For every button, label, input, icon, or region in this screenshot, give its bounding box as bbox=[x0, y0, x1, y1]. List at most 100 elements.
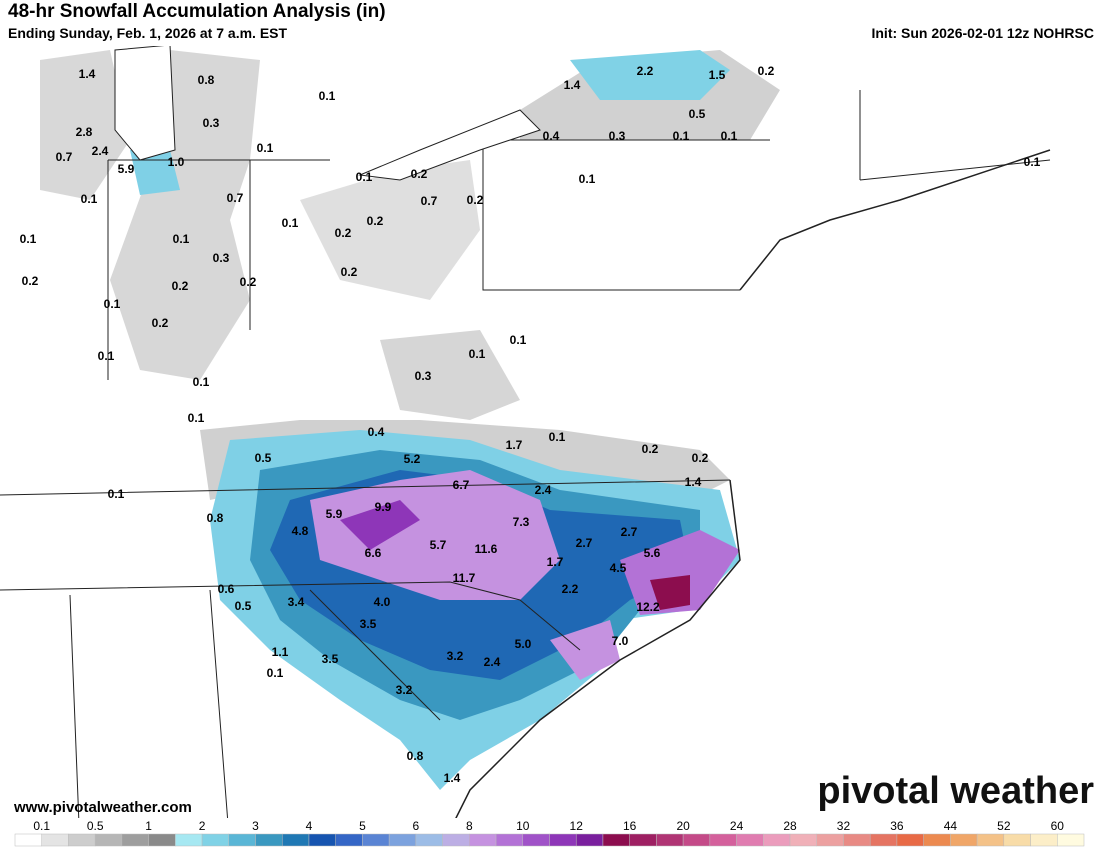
snowfall-label: 5.9 bbox=[326, 507, 343, 521]
snowfall-label: 0.1 bbox=[319, 89, 336, 103]
snowfall-label: 0.3 bbox=[203, 116, 220, 130]
colorbar-cell bbox=[94, 833, 123, 847]
snowfall-label: 0.1 bbox=[20, 232, 37, 246]
init-time: Init: Sun 2026-02-01 12z NOHRSC bbox=[871, 25, 1094, 41]
colorbar-cell bbox=[843, 833, 871, 847]
snowfall-label: 4.5 bbox=[610, 561, 627, 575]
colorbar-cell bbox=[869, 833, 898, 847]
snowfall-label: 0.8 bbox=[198, 73, 215, 87]
colorbar-cell bbox=[896, 833, 924, 847]
colorbar-cell bbox=[388, 833, 417, 847]
snowfall-label: 0.2 bbox=[22, 274, 39, 288]
colorbar-label: 0.1 bbox=[33, 819, 50, 833]
colorbar-label: 12 bbox=[570, 819, 584, 833]
colorbar-label: 10 bbox=[516, 819, 530, 833]
header-band bbox=[0, 0, 1100, 46]
colorbar-cell bbox=[656, 833, 684, 847]
snowfall-label: 0.1 bbox=[673, 129, 690, 143]
colorbar: 0.1 0.5 1 2 3 4 5 6 8 10 12 16 20 24 28 32 36 44 52 60 bbox=[0, 818, 1100, 850]
snowfall-label: 1.4 bbox=[444, 771, 461, 785]
colorbar-cell bbox=[736, 833, 764, 847]
colorbar-cell bbox=[495, 833, 524, 847]
colorbar-cell bbox=[522, 833, 550, 847]
snowfall-label: 1.4 bbox=[79, 67, 96, 81]
snowfall-label: 3.5 bbox=[360, 617, 377, 631]
colorbar-label: 36 bbox=[890, 819, 904, 833]
colorbar-label: 1 bbox=[145, 819, 152, 833]
snowfall-label: 0.2 bbox=[240, 275, 257, 289]
snowfall-label: 2.7 bbox=[621, 525, 638, 539]
snowfall-label: 1.4 bbox=[564, 78, 581, 92]
snowfall-label: 0.3 bbox=[609, 129, 626, 143]
colorbar-cell bbox=[442, 833, 470, 847]
colorbar-cell bbox=[469, 833, 497, 847]
colorbar-label: 8 bbox=[466, 819, 473, 833]
colorbar-cell bbox=[629, 833, 657, 847]
snowfall-label: 0.7 bbox=[227, 191, 244, 205]
snowfall-label: 0.1 bbox=[469, 347, 486, 361]
snowfall-label: 3.4 bbox=[288, 595, 305, 609]
snowfall-label: 0.2 bbox=[642, 442, 659, 456]
snowfall-label: 0.2 bbox=[467, 193, 484, 207]
snowfall-label: 9.9 bbox=[375, 500, 392, 514]
colorbar-cell bbox=[148, 833, 176, 847]
colorbar-cell bbox=[41, 833, 69, 847]
colorbar-cell bbox=[575, 833, 604, 847]
snowfall-label: 0.1 bbox=[1024, 155, 1041, 169]
snowfall-label: 0.1 bbox=[267, 666, 284, 680]
snowfall-label: 0.2 bbox=[172, 279, 189, 293]
snowfall-label: 11.7 bbox=[453, 571, 476, 585]
colorbar-label: 24 bbox=[730, 819, 744, 833]
snowfall-label: 5.2 bbox=[404, 452, 421, 466]
snowfall-label: 7.3 bbox=[513, 515, 530, 529]
colorbar-cell bbox=[816, 833, 844, 847]
snowfall-label: 1.0 bbox=[168, 155, 185, 169]
snowfall-label: 0.3 bbox=[213, 251, 230, 265]
snowfall-label: 0.1 bbox=[721, 129, 738, 143]
snowfall-label: 2.4 bbox=[92, 144, 109, 158]
snowfall-label: 0.4 bbox=[368, 425, 385, 439]
colorbar-label: 3 bbox=[252, 819, 259, 833]
colorbar-cell bbox=[763, 833, 791, 847]
colorbar-cell bbox=[923, 833, 951, 847]
snowfall-label: 2.4 bbox=[484, 655, 501, 669]
colorbar-cell bbox=[1003, 833, 1031, 847]
colorbar-cell bbox=[950, 833, 978, 847]
snowfall-label: 0.6 bbox=[218, 582, 235, 596]
snowfall-label: 2.4 bbox=[535, 483, 552, 497]
snowfall-label: 2.2 bbox=[562, 582, 579, 596]
colorbar-cell bbox=[789, 833, 818, 847]
snowfall-label: 0.3 bbox=[415, 369, 432, 383]
colorbar-cell bbox=[282, 833, 310, 847]
snowfall-label: 4.8 bbox=[292, 524, 309, 538]
snowfall-label: 5.7 bbox=[430, 538, 447, 552]
map-shading bbox=[40, 50, 780, 790]
colorbar-label: 5 bbox=[359, 819, 366, 833]
snowfall-label: 0.7 bbox=[421, 194, 438, 208]
colorbar-cell bbox=[255, 833, 283, 847]
colorbar-cell bbox=[308, 833, 336, 847]
snowfall-label: 0.1 bbox=[173, 232, 190, 246]
snowfall-label: 1.5 bbox=[709, 68, 726, 82]
snowfall-label: 0.2 bbox=[411, 167, 428, 181]
colorbar-cell bbox=[228, 833, 256, 847]
logo: pivotal weather bbox=[817, 770, 1094, 812]
snowfall-label: 2.8 bbox=[76, 125, 93, 139]
website-url: www.pivotalweather.com bbox=[13, 799, 192, 816]
snowfall-label: 1.4 bbox=[685, 475, 702, 489]
colorbar-cell bbox=[709, 833, 737, 847]
snowfall-label: 0.1 bbox=[81, 192, 98, 206]
snowfall-label: 3.5 bbox=[322, 652, 339, 666]
subtitle: Ending Sunday, Feb. 1, 2026 at 7 a.m. ES… bbox=[8, 25, 287, 41]
map-labels: 1.4 0.8 0.1 0.3 2.8 0.7 2.4 5.9 1.0 0.1 0.7 0.1 0.1 0… bbox=[20, 64, 1041, 785]
colorbar-cell bbox=[362, 833, 390, 847]
snowfall-label: 5.0 bbox=[515, 637, 532, 651]
snowfall-label: 0.2 bbox=[152, 316, 169, 330]
colorbar-cell bbox=[175, 833, 203, 847]
snowfall-label: 0.5 bbox=[255, 451, 272, 465]
snowfall-label: 0.5 bbox=[689, 107, 706, 121]
snowfall-label: 0.2 bbox=[335, 226, 352, 240]
colorbar-label: 44 bbox=[944, 819, 958, 833]
snowfall-label: 0.2 bbox=[692, 451, 709, 465]
